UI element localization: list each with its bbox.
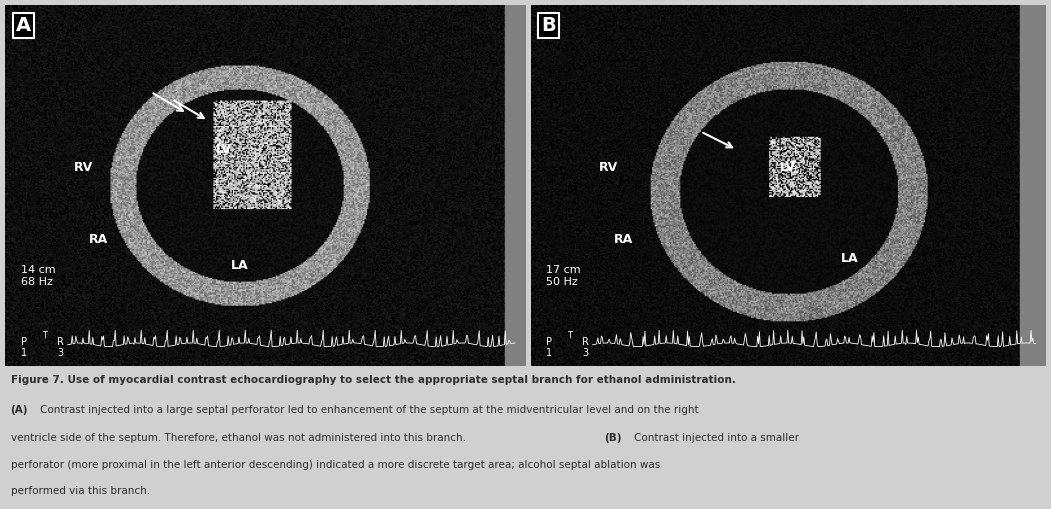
Text: Figure 7. Use of myocardial contrast echocardiography to select the appropriate : Figure 7. Use of myocardial contrast ech…: [11, 375, 736, 385]
Text: P: P: [21, 337, 27, 347]
Text: RA: RA: [614, 234, 633, 246]
Text: 17 cm
50 Hz: 17 cm 50 Hz: [547, 265, 581, 287]
Text: 1: 1: [21, 348, 27, 358]
Text: B: B: [541, 16, 556, 35]
Text: R: R: [582, 337, 590, 347]
Text: A: A: [16, 16, 30, 35]
Text: LV: LV: [215, 143, 231, 156]
Text: 3: 3: [582, 348, 589, 358]
Text: LA: LA: [841, 251, 859, 265]
Text: RA: RA: [89, 234, 108, 246]
Text: LV: LV: [780, 161, 797, 174]
Text: LA: LA: [230, 259, 248, 272]
Text: RV: RV: [74, 161, 92, 174]
Text: Contrast injected into a smaller: Contrast injected into a smaller: [634, 433, 799, 443]
Text: Contrast injected into a large septal perforator led to enhancement of the septu: Contrast injected into a large septal pe…: [40, 405, 699, 415]
Bar: [1019, 5, 1046, 366]
Text: R: R: [58, 337, 64, 347]
Text: P: P: [547, 337, 552, 347]
Text: 3: 3: [58, 348, 63, 358]
Text: performed via this branch.: performed via this branch.: [11, 486, 149, 496]
Bar: [504, 5, 526, 366]
Text: RV: RV: [598, 161, 618, 174]
Text: 1: 1: [547, 348, 553, 358]
Text: perforator (more proximal in the left anterior descending) indicated a more disc: perforator (more proximal in the left an…: [11, 460, 660, 470]
Text: (B): (B): [604, 433, 622, 443]
Text: (A): (A): [11, 405, 28, 415]
Text: T: T: [42, 330, 46, 340]
Text: T: T: [566, 330, 572, 340]
Text: ventricle side of the septum. Therefore, ethanol was not administered into this : ventricle side of the septum. Therefore,…: [11, 433, 466, 443]
Text: 14 cm
68 Hz: 14 cm 68 Hz: [21, 265, 56, 287]
